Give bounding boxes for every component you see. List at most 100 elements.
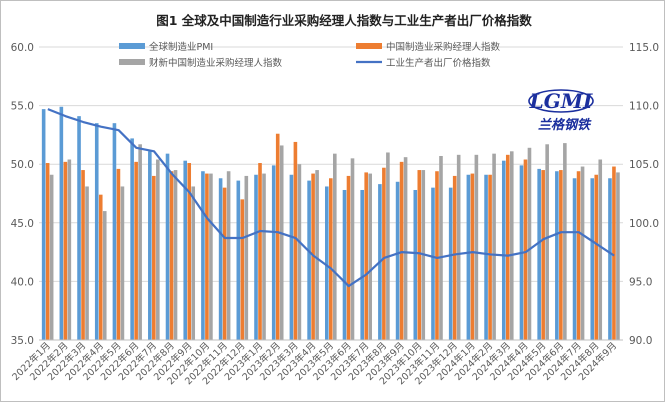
logo-wordmark: LGMI xyxy=(529,89,593,113)
caixin-pmi-bar xyxy=(156,159,160,340)
china-pmi-bar xyxy=(470,173,475,340)
global-pmi-bar xyxy=(148,151,152,340)
x-axis: 2022年1月2022年2月2022年3月2022年4月2022年5月2022年… xyxy=(10,339,623,387)
global-pmi-bar xyxy=(466,174,471,340)
global-pmi-bar xyxy=(271,165,276,340)
global-pmi-bar xyxy=(325,186,329,340)
china-pmi-bar xyxy=(329,178,333,340)
global-pmi-bar xyxy=(413,189,418,340)
ppi-line xyxy=(47,108,615,288)
lange-steel-logo: LGMI 兰格钢铁 xyxy=(528,89,594,133)
legend-label-global-pmi: 全球制造业PMI xyxy=(149,41,213,53)
global-pmi-bar xyxy=(94,123,99,341)
caixin-pmi-bar xyxy=(386,152,390,340)
right-y-tick-label: 110.0 xyxy=(629,101,659,113)
caixin-pmi-bar xyxy=(333,153,337,340)
caixin-pmi-bar xyxy=(563,143,567,340)
left-y-tick-label: 55.0 xyxy=(11,101,34,113)
right-y-tick-label: 100.0 xyxy=(629,218,659,230)
china-pmi-bar xyxy=(488,174,492,340)
caixin-pmi-bar xyxy=(226,171,231,340)
china-pmi-bar xyxy=(612,166,616,340)
global-pmi-bar xyxy=(342,189,347,340)
china-pmi-bar xyxy=(240,199,245,340)
global-pmi-bar xyxy=(590,178,595,340)
left-y-tick-label: 40.0 xyxy=(11,276,34,288)
bar-series xyxy=(41,106,620,341)
global-pmi-bar xyxy=(484,174,488,340)
caixin-pmi-bar xyxy=(350,158,355,340)
legend-item-global-pmi: 全球制造业PMI xyxy=(119,41,213,53)
left-y-tick-label: 45.0 xyxy=(11,218,34,230)
caixin-pmi-bar xyxy=(244,175,249,340)
caixin-pmi-bar xyxy=(509,151,514,340)
china-pmi-bar xyxy=(169,171,174,340)
global-pmi-bar xyxy=(307,180,311,340)
china-pmi-bar xyxy=(98,194,103,340)
china-pmi-bar xyxy=(505,154,510,340)
china-pmi-bar xyxy=(152,175,156,340)
global-pmi-bar xyxy=(395,181,400,340)
china-pmi-bar xyxy=(399,161,404,340)
china-pmi-bar xyxy=(258,163,262,340)
china-pmi-bar xyxy=(523,159,528,340)
caixin-pmi-bar xyxy=(439,155,443,340)
caixin-pmi-bar xyxy=(403,157,408,340)
caixin-pmi-bar xyxy=(315,170,319,340)
legend-item-caixin-pmi: 财新中国制造业采购经理人指数 xyxy=(119,57,283,69)
global-pmi-bar xyxy=(431,187,435,340)
china-pmi-bar xyxy=(45,163,50,340)
logo-subtitle: 兰格钢铁 xyxy=(538,117,592,133)
legend-label-caixin-pmi: 财新中国制造业采购经理人指数 xyxy=(149,57,283,69)
china-pmi-bar xyxy=(541,170,545,340)
legend-swatch-china-pmi xyxy=(356,43,382,49)
legend-swatch-caixin-pmi xyxy=(119,59,145,65)
china-pmi-bar xyxy=(576,171,581,340)
legend-label-ppi: 工业生产者出厂价格指数 xyxy=(386,57,491,69)
global-pmi-bar xyxy=(77,116,81,340)
china-pmi-bar xyxy=(134,161,138,340)
legend-item-china-pmi: 中国制造业采购经理人指数 xyxy=(356,41,501,53)
global-pmi-bar xyxy=(183,160,188,340)
global-pmi-bar xyxy=(608,178,612,340)
left-y-axis: 35.0 40.0 45.0 50.0 55.0 60.0 xyxy=(11,42,34,347)
global-pmi-bar xyxy=(41,109,46,340)
china-pmi-bar xyxy=(559,170,563,340)
caixin-pmi-bar xyxy=(297,164,302,340)
caixin-pmi-bar xyxy=(598,159,603,340)
caixin-pmi-bar xyxy=(67,159,72,340)
china-pmi-bar xyxy=(222,187,227,340)
right-y-tick-label: 115.0 xyxy=(629,42,659,54)
global-pmi-bar xyxy=(289,174,294,340)
china-pmi-bar xyxy=(293,141,298,340)
caixin-pmi-bar xyxy=(527,147,532,340)
caixin-pmi-bar xyxy=(191,186,196,340)
legend-label-china-pmi: 中国制造业采购经理人指数 xyxy=(386,41,501,53)
global-pmi-bar xyxy=(537,168,541,340)
caixin-pmi-bar xyxy=(138,144,142,340)
china-pmi-bar xyxy=(63,161,68,340)
global-pmi-bar xyxy=(236,180,241,340)
caixin-pmi-bar xyxy=(102,211,107,340)
global-pmi-bar xyxy=(201,171,205,340)
left-y-tick-label: 35.0 xyxy=(11,335,34,347)
global-pmi-bar xyxy=(360,189,364,340)
china-pmi-bar xyxy=(81,170,85,340)
legend-item-ppi: 工业生产者出厂价格指数 xyxy=(356,57,491,69)
china-pmi-bar xyxy=(275,133,280,340)
china-pmi-bar xyxy=(187,163,192,340)
global-pmi-bar xyxy=(59,106,64,340)
caixin-pmi-bar xyxy=(545,144,549,340)
global-pmi-bar xyxy=(218,178,223,340)
china-pmi-bar xyxy=(417,170,422,340)
china-pmi-bar xyxy=(364,172,368,340)
chart-title: 图1 全球及中国制造行业采购经理人指数与工业生产者出厂价格指数 xyxy=(156,13,532,28)
right-y-tick-label: 105.0 xyxy=(629,159,659,171)
right-y-tick-label: 95.0 xyxy=(629,276,652,288)
china-pmi-bar xyxy=(382,167,386,340)
china-pmi-bar xyxy=(205,173,209,340)
caixin-pmi-bar xyxy=(456,154,461,340)
logo-emblem xyxy=(528,89,594,113)
